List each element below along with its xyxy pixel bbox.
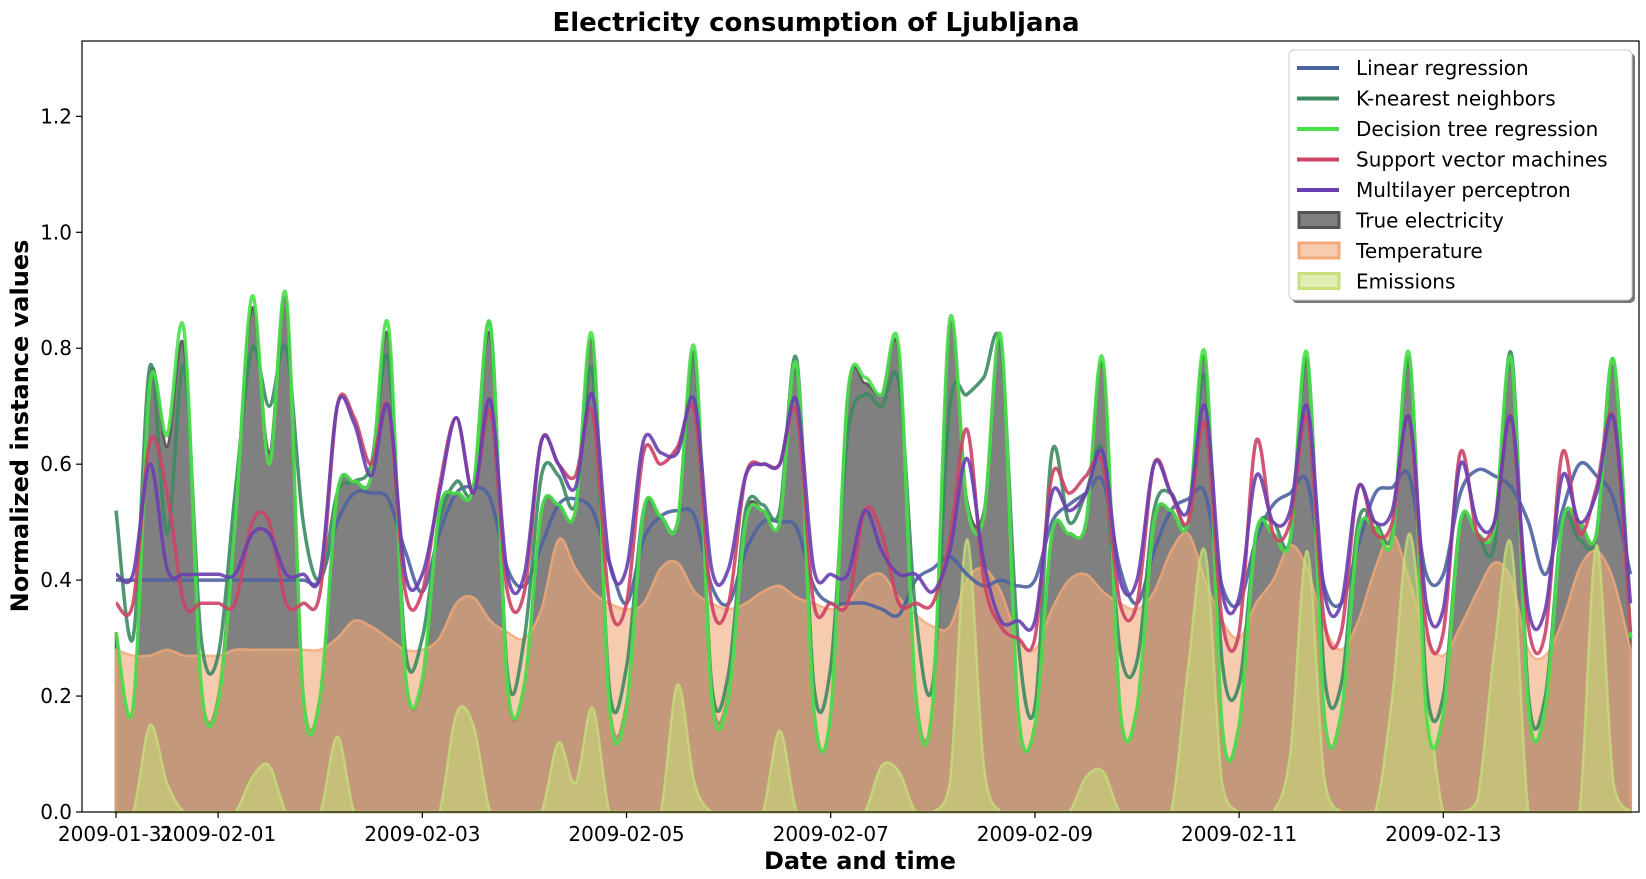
legend-label: K-nearest neighbors [1356, 87, 1556, 111]
legend-item: Support vector machines [1297, 148, 1608, 172]
y-tick-label: 1.0 [40, 220, 72, 244]
x-tick-label: 2009-02-09 [977, 822, 1093, 846]
axes-frame [81, 40, 1640, 813]
y-tick-label: 0.8 [40, 336, 72, 360]
legend: Linear regression K-nearest neighbors Deci… [1288, 49, 1635, 303]
legend-item: Emissions [1297, 270, 1455, 294]
legend-label: Multilayer perceptron [1356, 178, 1571, 202]
x-tick-label: 2009-02-01 [160, 822, 276, 846]
y-tick-label: 0.6 [40, 452, 72, 476]
x-tick-label: 2009-02-07 [773, 822, 889, 846]
y-tick-label: 0.4 [40, 568, 72, 592]
legend-swatch [1297, 211, 1341, 229]
y-tick-label: 1.2 [40, 104, 72, 128]
line-multilayer-perceptron [115, 391, 1633, 632]
legend-item: Multilayer perceptron [1297, 178, 1571, 202]
x-tick-label: 2009-01-31 [58, 822, 174, 846]
legend-swatch [1297, 272, 1341, 290]
legend-label: Emissions [1356, 270, 1455, 294]
x-tick-label: 2009-02-03 [364, 822, 480, 846]
y-tick-label: 0.0 [40, 800, 72, 824]
legend-item: K-nearest neighbors [1297, 87, 1556, 111]
legend-label: True electricity [1355, 209, 1504, 233]
chart-title: Electricity consumption of Ljubljana [552, 8, 1079, 38]
legend-item: Linear regression [1297, 56, 1529, 80]
y-tick-label: 0.2 [40, 684, 72, 708]
legend-label: Support vector machines [1356, 148, 1608, 172]
x-tick-label: 2009-02-05 [568, 822, 684, 846]
legend-swatch [1297, 241, 1341, 260]
legend-box [1288, 49, 1633, 301]
legend-label: Decision tree regression [1356, 117, 1598, 141]
legend-label: Temperature [1355, 239, 1483, 263]
legend-item: Temperature [1297, 239, 1483, 263]
line-linear-regression [116, 461, 1633, 619]
y-axis-label: Normalized instance values [6, 240, 34, 613]
legend-label: Linear regression [1356, 56, 1529, 80]
x-tick-label: 2009-02-11 [1181, 822, 1297, 846]
axes: 0.00.20.40.60.81.01.22009-01-312009-02-0… [40, 104, 1501, 846]
legend-item: True electricity [1297, 209, 1504, 233]
plot-area [114, 289, 1633, 814]
x-tick-label: 2009-02-13 [1385, 822, 1501, 846]
x-axis-label: Date and time [764, 847, 956, 875]
legend-item: Decision tree regression [1297, 117, 1598, 141]
